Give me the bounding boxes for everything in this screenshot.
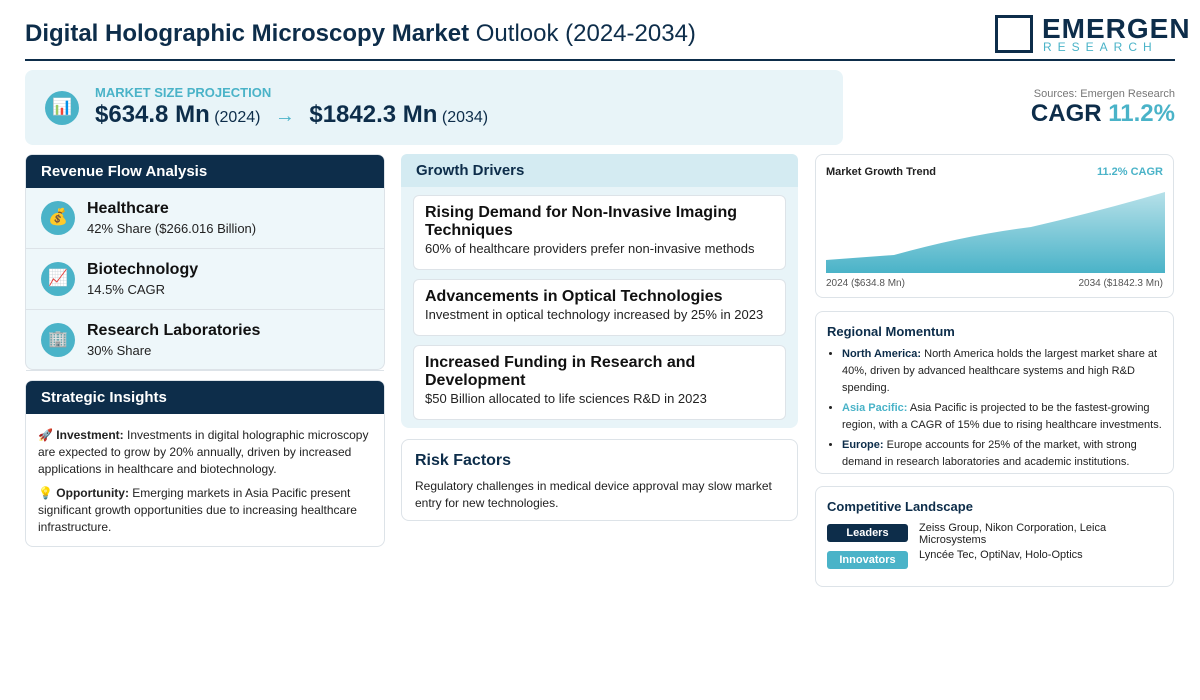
- revenue-item: 💰 Healthcare 42% Share ($266.016 Billion): [26, 188, 384, 249]
- source: Sources: Emergen Research: [1033, 88, 1175, 100]
- driver-text: $50 Billion allocated to life sciences R…: [425, 391, 707, 406]
- section-title: Regional Momentum: [827, 324, 955, 339]
- region: North America: North America holds the l…: [842, 346, 1166, 397]
- item-detail: 14.5% CAGR: [87, 282, 166, 297]
- insight: 💡 Opportunity: Emerging markets in Asia …: [38, 485, 372, 536]
- tag-text: Zeiss Group, Nikon Corporation, Leica Mi…: [919, 522, 1107, 546]
- section-title: Competitive Landscape: [827, 499, 973, 514]
- trend-end: 2034 ($1842.3 Mn): [1078, 278, 1163, 289]
- region: Europe: Europe accounts for 25% of the m…: [842, 437, 1166, 471]
- icon: 📈: [41, 262, 75, 296]
- regional: Regional Momentum North America: North A…: [815, 311, 1174, 474]
- section-title: Revenue Flow Analysis: [26, 155, 384, 188]
- title-rest: Outlook (2024-2034): [475, 20, 696, 47]
- tag: Innovators: [827, 551, 908, 569]
- cagr-label: CAGR: [1030, 100, 1102, 127]
- driver-card: Advancements in Optical Technologies Inve…: [413, 279, 786, 336]
- driver-title: Advancements in Optical Technologies: [425, 288, 723, 305]
- icon: 💰: [41, 201, 75, 235]
- driver-title: Rising Demand for Non-Invasive Imaging T…: [425, 204, 738, 239]
- insights: Strategic Insights 🚀 Investment: Investm…: [25, 380, 385, 547]
- region-label: North America:: [842, 348, 922, 360]
- cagr-value: 11.2%: [1108, 100, 1175, 127]
- projection: 📊 MARKET SIZE PROJECTION $634.8 Mn (2024…: [25, 70, 843, 145]
- insight-text: Emerging markets in Asia Pacific present…: [38, 486, 357, 534]
- driver-text: 60% of healthcare providers prefer non-i…: [425, 241, 755, 256]
- tag: Leaders: [827, 524, 908, 542]
- trend: Market Growth Trend 11.2% CAGR 2024 ($63…: [815, 154, 1174, 298]
- driver-card: Increased Funding in Research and Develo…: [413, 345, 786, 420]
- region-text: Europe accounts for 25% of the market, w…: [842, 439, 1137, 468]
- value: $634.8 Mn: [95, 101, 210, 128]
- trend-area: [826, 192, 1165, 273]
- item-detail: 30% Share: [87, 343, 152, 358]
- competitive: Competitive Landscape Leaders Zeiss Group…: [815, 486, 1174, 587]
- region-label: Asia Pacific:: [842, 402, 908, 414]
- icon: 💡: [38, 486, 53, 500]
- value: $1842.3 Mn: [309, 101, 438, 128]
- tag-text: Lyncée Tec, OptiNav, Holo-Optics: [919, 549, 1083, 561]
- area: [826, 192, 1165, 273]
- year: (2034): [441, 109, 489, 126]
- revenue-item: 📈 Biotechnology 14.5% CAGR: [26, 249, 384, 310]
- driver-card: Rising Demand for Non-Invasive Imaging T…: [413, 195, 786, 270]
- risk-text: Regulatory challenges in medical device …: [415, 479, 772, 510]
- arrow: →: [274, 105, 295, 127]
- insight-text: Investments in digital holographic micro…: [38, 428, 369, 476]
- region-text: Asia Pacific is projected to be the fast…: [842, 402, 1162, 431]
- divider: [25, 59, 1175, 61]
- section-title: Risk Factors: [415, 452, 512, 469]
- label: MARKET SIZE PROJECTION: [95, 85, 272, 100]
- section-title: Growth Drivers: [401, 154, 798, 187]
- icon: 📊: [45, 91, 79, 125]
- risk: Risk Factors Regulatory challenges in me…: [401, 439, 798, 521]
- revenue-item: 🏢 Research Laboratories 30% Share: [26, 310, 384, 371]
- item-name: Healthcare: [87, 200, 169, 217]
- section-title: Strategic Insights: [26, 381, 384, 414]
- driver-text: Investment in optical technology increas…: [425, 307, 764, 322]
- logo-mark: [995, 15, 1033, 53]
- insight-label: Investment:: [56, 428, 124, 442]
- cagr: CAGR 11.2%: [1031, 100, 1175, 128]
- driver-title: Increased Funding in Research and Develo…: [425, 354, 696, 389]
- title: Digital Holographic Microscopy Market Ou…: [25, 20, 696, 48]
- trend-start: 2024 ($634.8 Mn): [826, 278, 905, 289]
- item-name: Biotechnology: [87, 261, 199, 278]
- revenue: Revenue Flow Analysis 💰 Healthcare 42% Sha…: [25, 154, 385, 371]
- item-name: Research Laboratories: [87, 322, 261, 339]
- title-bold: Digital Holographic Microscopy Market: [25, 20, 470, 47]
- insight: 🚀 Investment: Investments in digital hol…: [38, 427, 372, 478]
- insight-label: Opportunity:: [56, 486, 129, 500]
- region: Asia Pacific: Asia Pacific is projected …: [842, 400, 1166, 434]
- trend-title: Market Growth Trend: [826, 166, 937, 178]
- drivers: Growth Drivers Rising Demand for Non-Inv…: [401, 154, 798, 428]
- logo-sub: RESEARCH: [1043, 40, 1158, 54]
- logo-text: EMERGEN: [1042, 13, 1191, 44]
- icon: 🚀: [38, 428, 53, 442]
- year: (2024): [214, 109, 261, 126]
- trend-cagr: 11.2% CAGR: [1096, 166, 1163, 178]
- region-label: Europe:: [842, 439, 884, 451]
- icon: 🏢: [41, 323, 75, 357]
- item-detail: 42% Share ($266.016 Billion): [87, 221, 257, 236]
- region-text: North America holds the largest market s…: [842, 348, 1158, 394]
